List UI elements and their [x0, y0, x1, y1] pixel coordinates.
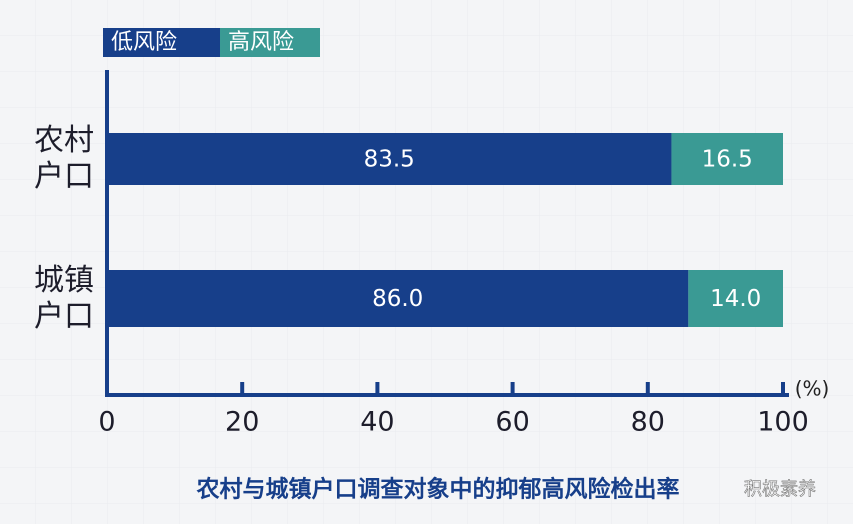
category-label: 城镇户口 [34, 262, 94, 334]
bar-segment [671, 133, 783, 185]
chart-title: 农村与城镇户口调查对象中的抑郁高风险检出率 [196, 476, 680, 503]
x-tick-label: 40 [360, 407, 394, 438]
legend-label: 低风险 [111, 30, 177, 55]
watermark: 积极素养 [744, 479, 816, 500]
value-label: 83.5 [364, 147, 415, 173]
x-unit: (%) [795, 377, 830, 401]
bar-segment [107, 133, 672, 185]
legend-swatch [220, 28, 320, 57]
value-label: 86.0 [372, 286, 423, 312]
legend-label: 高风险 [228, 30, 294, 55]
category-label: 农村户口 [34, 123, 94, 194]
legend-swatch [103, 28, 220, 57]
x-tick-label: 100 [757, 407, 809, 438]
x-tick-label: 20 [225, 407, 259, 438]
x-tick-label: 0 [98, 407, 115, 438]
x-tick-label: 80 [631, 407, 665, 438]
bar-segment [107, 270, 689, 327]
value-label: 16.5 [702, 147, 753, 173]
bar-segment [688, 270, 783, 327]
value-label: 14.0 [710, 286, 761, 312]
x-tick-label: 60 [495, 407, 529, 438]
